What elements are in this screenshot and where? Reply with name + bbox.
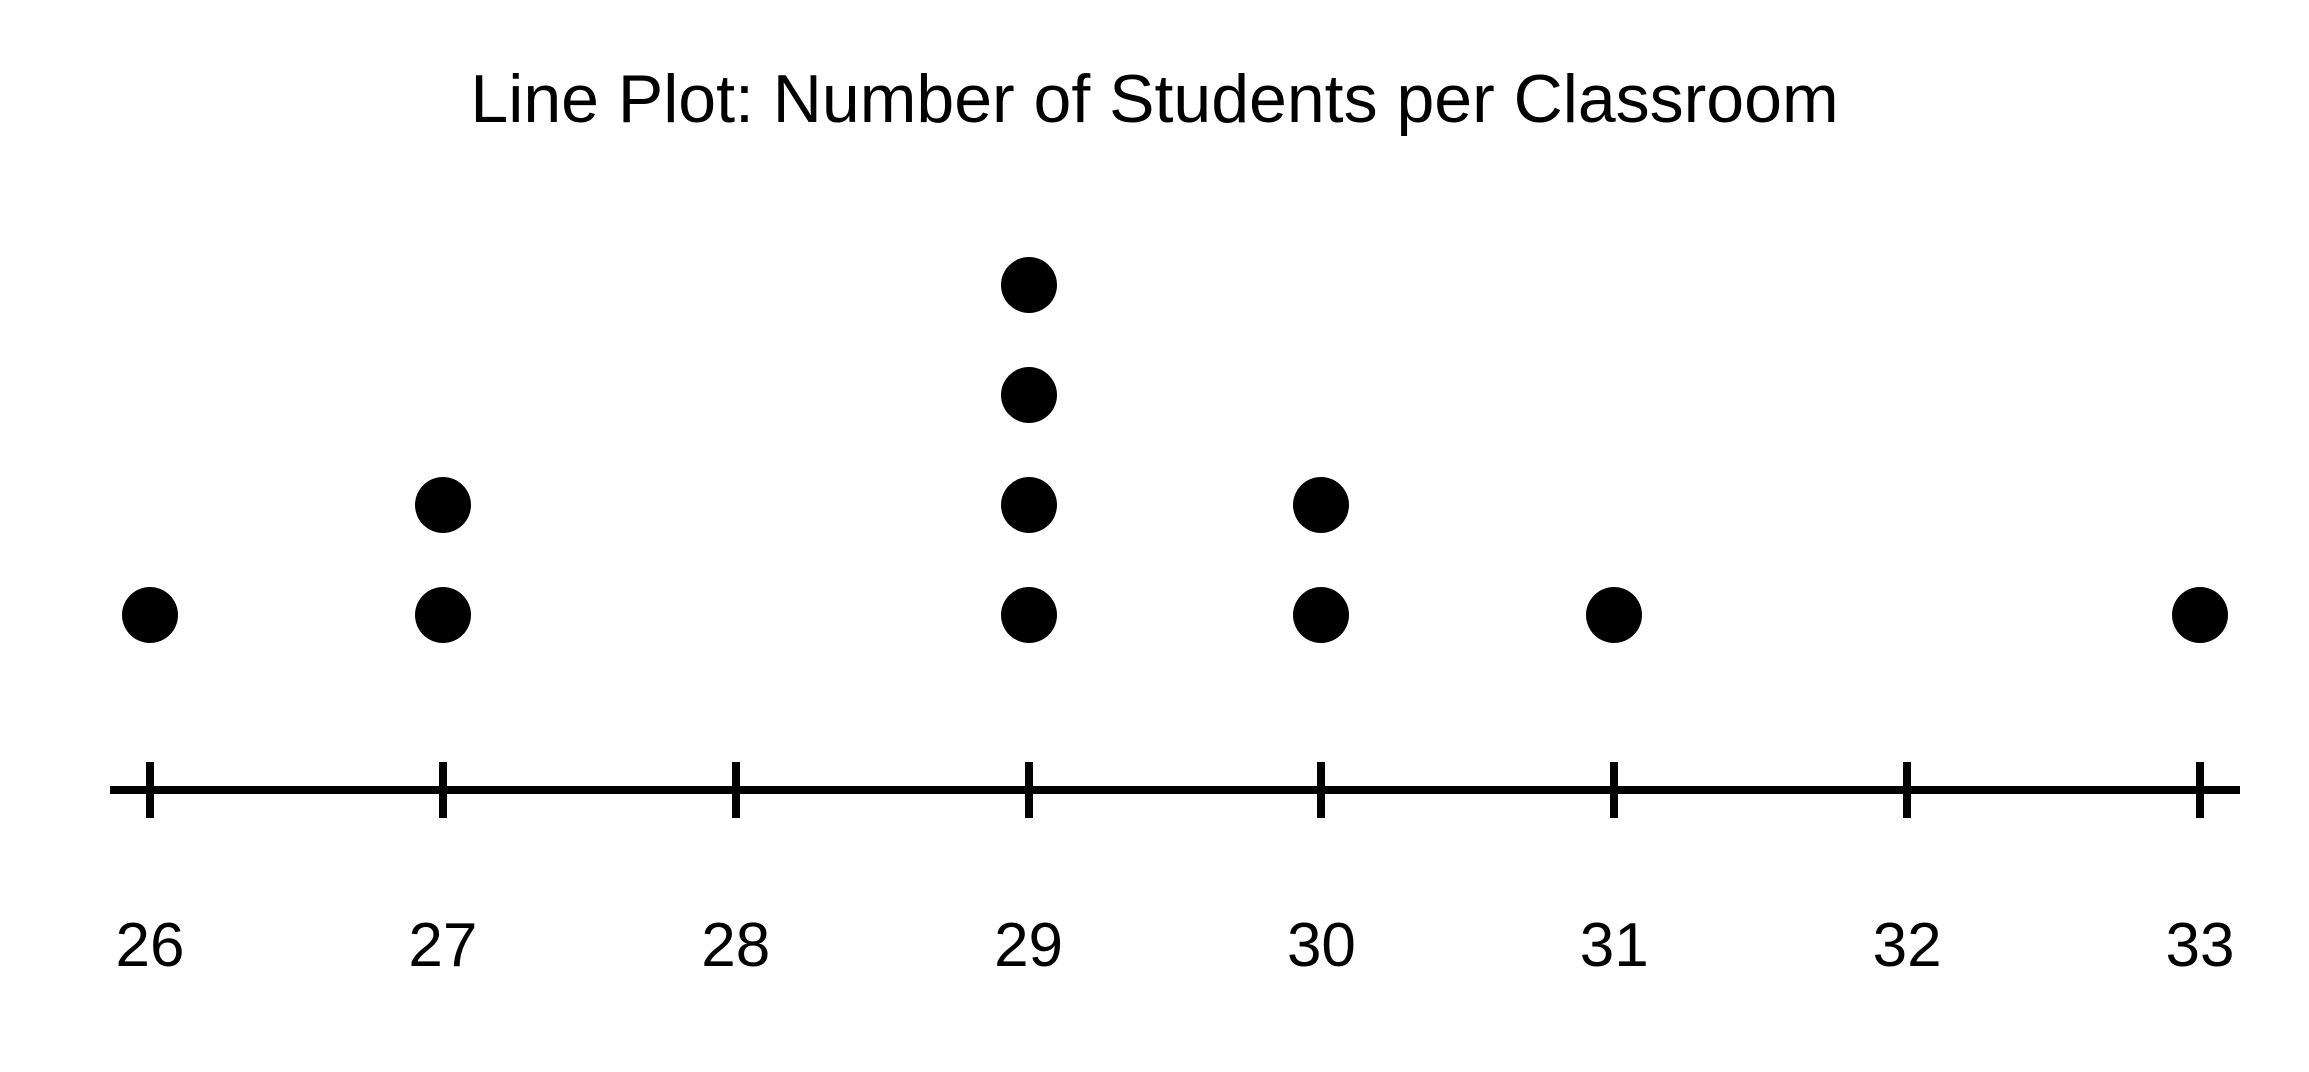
- x-tick-label: 26: [116, 910, 185, 981]
- data-dot: [2172, 587, 2228, 643]
- data-dot: [1001, 257, 1057, 313]
- data-dot: [415, 477, 471, 533]
- chart-title: Line Plot: Number of Students per Classr…: [0, 60, 2309, 138]
- x-tick: [2196, 762, 2204, 818]
- x-tick: [146, 762, 154, 818]
- data-dot: [1293, 587, 1349, 643]
- chart-container: Line Plot: Number of Students per Classr…: [0, 0, 2309, 1072]
- data-dot: [1001, 587, 1057, 643]
- data-dot: [1001, 477, 1057, 533]
- x-tick-label: 32: [1873, 910, 1942, 981]
- x-axis-line: [110, 786, 2240, 794]
- x-tick: [1903, 762, 1911, 818]
- data-dot: [1001, 367, 1057, 423]
- x-tick-label: 31: [1580, 910, 1649, 981]
- x-tick: [1317, 762, 1325, 818]
- x-tick: [439, 762, 447, 818]
- x-tick-label: 29: [994, 910, 1063, 981]
- x-tick-label: 30: [1287, 910, 1356, 981]
- data-dot: [415, 587, 471, 643]
- x-tick: [1025, 762, 1033, 818]
- x-tick-label: 33: [2166, 910, 2235, 981]
- data-dot: [122, 587, 178, 643]
- x-tick-label: 27: [408, 910, 477, 981]
- x-tick: [1610, 762, 1618, 818]
- data-dot: [1293, 477, 1349, 533]
- x-tick-label: 28: [701, 910, 770, 981]
- x-tick: [732, 762, 740, 818]
- data-dot: [1586, 587, 1642, 643]
